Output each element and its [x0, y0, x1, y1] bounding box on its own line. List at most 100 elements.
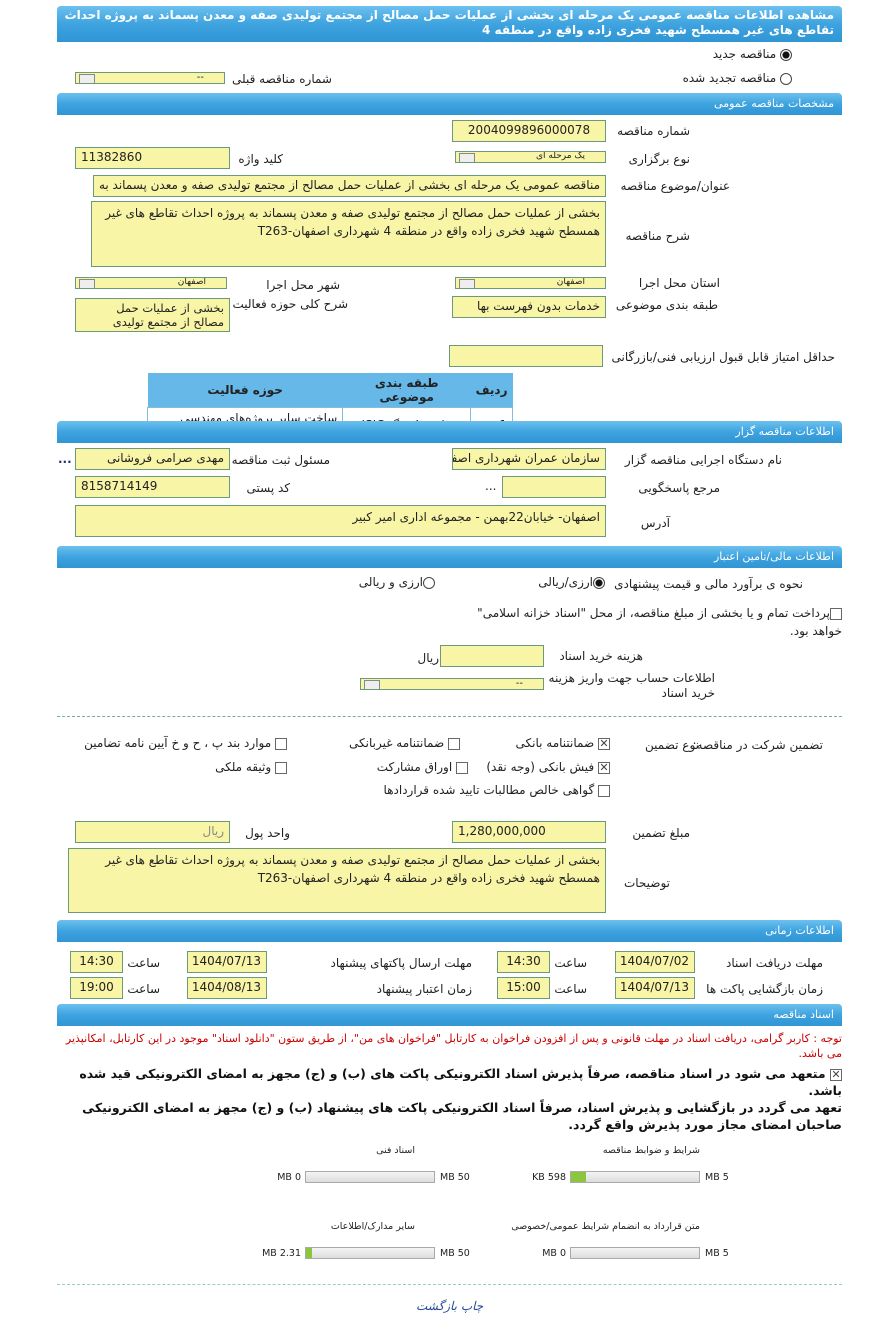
upload-max: 5 MB	[705, 1248, 729, 1259]
responsible-field[interactable]: مهدی صرامی فروشانی	[75, 448, 230, 470]
guarantee-property[interactable]: وثیقه ملکی	[215, 760, 287, 774]
reference-label: مرجع پاسخگویی	[638, 481, 720, 495]
radio-label: ارزی/ریالی	[538, 575, 593, 589]
divider	[57, 716, 842, 717]
address-field[interactable]: اصفهان- خیابان22بهمن - مجموعه اداری امیر…	[75, 505, 606, 537]
documents-text: توجه : کاربر گرامی، دریافت اسناد در مهلت…	[52, 1031, 842, 1133]
currency-field[interactable]: ریال	[75, 821, 230, 843]
upload-used: 0 MB	[277, 1172, 301, 1183]
upload-used: 2.31 MB	[262, 1248, 301, 1259]
guarantee-cash[interactable]: ✕ فیش بانکی (وجه نقد)	[486, 760, 610, 774]
checkbox-icon[interactable]: ✕	[598, 760, 610, 774]
treasury-text: پرداخت تمام و یا بخشی از مبلغ مناقصه، از…	[477, 606, 842, 638]
doc-receive-time[interactable]: 14:30	[497, 951, 550, 973]
doc-cost-label: هزینه خرید اسناد	[559, 649, 643, 663]
radio-currency-rial[interactable]: ارزی و ریالی	[359, 575, 435, 589]
radio-rial[interactable]: ارزی/ریالی	[538, 575, 605, 589]
validity-time[interactable]: 19:00	[70, 977, 123, 999]
table-header: ردیف طبقه بندی موضوعی حوزه فعالیت	[147, 373, 513, 408]
checkbox-icon[interactable]	[456, 761, 468, 774]
guarantee-bank[interactable]: ✕ ضمانتنامه بانکی	[515, 736, 610, 750]
checkbox-label: فیش بانکی (وجه نقد)	[486, 760, 595, 774]
holding-type-label: نوع برگزاری	[628, 152, 690, 166]
guarantee-nonbank[interactable]: ضمانتنامه غیربانکی	[349, 736, 460, 750]
doc-receive-date[interactable]: 1404/07/02	[615, 951, 695, 973]
checkbox-label: ضمانتنامه غیربانکی	[348, 736, 445, 750]
amount-label: مبلغ تضمین	[632, 826, 690, 840]
min-score-label: حداقل امتیاز قابل قبول ارزیابی فنی/بازرگ…	[611, 350, 835, 364]
province-select[interactable]: اصفهان	[455, 277, 606, 289]
radio-label: ارزی و ریالی	[358, 575, 423, 589]
radio-icon[interactable]	[780, 72, 792, 85]
guarantee-label: تضمین شرکت در مناقصه:	[692, 738, 823, 752]
checkbox-icon[interactable]	[598, 784, 610, 797]
back-link[interactable]: بازگشت	[416, 1299, 457, 1313]
divider	[57, 1284, 842, 1285]
upload-label: متن قرارداد به انضمام شرایط عمومی/خصوصی	[511, 1221, 700, 1232]
guarantee-claims[interactable]: گواهی خالص مطالبات تایید شده قراردادها	[384, 783, 610, 797]
radio-icon[interactable]	[593, 576, 605, 589]
section-documents: اسناد مناقصه	[57, 1004, 842, 1026]
documents-notice: توجه : کاربر گرامی، دریافت اسناد در مهلت…	[65, 1032, 842, 1060]
checkbox-label: اوراق مشارکت	[376, 760, 453, 774]
validity-date[interactable]: 1404/08/13	[187, 977, 267, 999]
opening-date[interactable]: 1404/07/13	[615, 977, 695, 999]
guarantee-bonds[interactable]: اوراق مشارکت	[377, 760, 468, 774]
treasury-checkbox[interactable]: پرداخت تمام و یا بخشی از مبلغ مناقصه، از…	[470, 604, 842, 640]
submit-label: مهلت ارسال پاکتهای پیشنهاد	[330, 956, 472, 970]
amount-field[interactable]: 1,280,000,000	[452, 821, 606, 843]
checkbox-icon[interactable]	[448, 737, 460, 750]
section-finance: اطلاعات مالی/تامین اعتبار	[57, 546, 842, 568]
holding-type-select[interactable]: یک مرحله ای	[455, 151, 606, 163]
opening-time[interactable]: 15:00	[497, 977, 550, 999]
checkbox-icon[interactable]	[275, 737, 287, 750]
upload-max: 5 MB	[705, 1172, 729, 1183]
prev-tender-select[interactable]: --	[75, 72, 225, 84]
province-label: استان محل اجرا	[638, 276, 720, 290]
validity-label: زمان اعتبار پیشنهاد	[376, 982, 472, 996]
radio-label: مناقصه تجدید شده	[682, 71, 777, 85]
account-label: اطلاعات حساب جهت واریز هزینه خرید اسناد	[548, 671, 715, 700]
currency-label: واحد پول	[245, 826, 290, 840]
submit-time[interactable]: 14:30	[70, 951, 123, 973]
section-organizer: اطلاعات مناقصه گزار	[57, 421, 842, 443]
category-field[interactable]: خدمات بدون فهرست بها	[452, 296, 606, 318]
org-label: نام دستگاه اجرایی مناقصه گزار	[624, 453, 782, 467]
checkbox-icon[interactable]: ✕	[598, 736, 610, 750]
tender-number-field[interactable]: 2004099896000078	[452, 120, 606, 142]
responsible-more-link[interactable]: ...	[58, 452, 72, 466]
min-score-field[interactable]	[449, 345, 603, 367]
account-select[interactable]: --	[360, 678, 544, 690]
submit-date[interactable]: 1404/07/13	[187, 951, 267, 973]
activity-field[interactable]: بخشی از عملیات حمل مصالح از مجتمع تولیدی	[75, 298, 230, 332]
reference-field[interactable]	[502, 476, 606, 498]
radio-icon[interactable]	[780, 48, 792, 61]
col-row: ردیف	[470, 373, 513, 408]
org-field[interactable]: سازمان عمران شهرداری اصفهان	[452, 448, 606, 470]
checkbox-label: ضمانتنامه بانکی	[515, 736, 595, 750]
radio-new-tender[interactable]: مناقصه جدید	[713, 47, 792, 61]
time-label: ساعت	[554, 956, 587, 970]
keyword-field[interactable]: 11382860	[75, 147, 230, 169]
description-label: شرح مناقصه	[625, 229, 690, 243]
reference-more-link[interactable]: ...	[485, 479, 497, 493]
subject-field[interactable]: مناقصه عمومی یک مرحله ای بخشی از عملیات …	[93, 175, 606, 197]
radio-icon[interactable]	[423, 576, 435, 589]
doc-cost-field[interactable]	[440, 645, 544, 667]
city-select[interactable]: اصفهان	[75, 277, 227, 289]
upload-progress-bar	[305, 1247, 435, 1259]
upload-progress-bar	[570, 1171, 700, 1183]
notes-field[interactable]: بخشی از عملیات حمل مصالح از مجتمع تولیدی…	[68, 848, 606, 913]
guarantee-other[interactable]: موارد بند پ ، ح و خ آیین نامه تضامین	[84, 736, 287, 750]
col-activity: حوزه فعالیت	[147, 373, 343, 408]
category-label: طبقه بندی موضوعی	[615, 298, 718, 312]
print-link[interactable]: چاپ	[460, 1299, 484, 1313]
time-label: ساعت	[127, 982, 160, 996]
radio-renewed-tender[interactable]: مناقصه تجدید شده	[683, 71, 792, 85]
checkbox-icon[interactable]	[275, 761, 287, 774]
postal-field[interactable]: 8158714149	[75, 476, 230, 498]
upload-progress-bar	[305, 1171, 435, 1183]
subject-label: عنوان/موضوع مناقصه	[620, 179, 730, 193]
description-field[interactable]: بخشی از عملیات حمل مصالح از مجتمع تولیدی…	[91, 201, 606, 267]
checkbox-icon[interactable]	[830, 607, 842, 620]
